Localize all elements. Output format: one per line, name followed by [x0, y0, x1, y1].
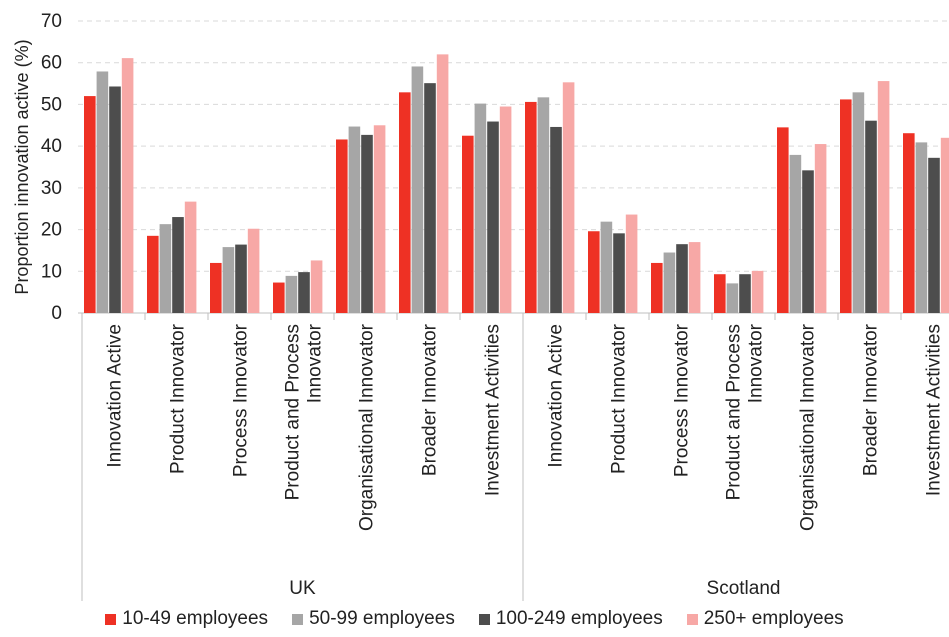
- bar: [499, 106, 512, 313]
- bar: [399, 92, 411, 314]
- group-label: UK: [289, 578, 316, 599]
- y-tick-label: 60: [41, 53, 62, 74]
- bar: [537, 97, 550, 313]
- bar: [663, 252, 676, 313]
- x-tick-label: Innovator: [746, 323, 767, 403]
- y-tick-label: 20: [41, 220, 62, 241]
- bar: [840, 99, 852, 314]
- y-tick-label: 50: [41, 94, 62, 115]
- bar: [411, 66, 424, 314]
- x-tick-label: Process Innovator: [672, 323, 693, 477]
- bar: [310, 260, 323, 313]
- bar: [109, 86, 121, 314]
- x-tick-label: Broader Innovator: [420, 323, 441, 476]
- legend-label: 50-99 employees: [309, 608, 455, 629]
- y-tick-label: 30: [41, 178, 62, 199]
- x-tick-label: Organisational Innovator: [357, 323, 378, 531]
- x-tick-label: Product Innovator: [609, 323, 630, 474]
- legend-swatch: [105, 613, 117, 625]
- bar: [915, 142, 928, 313]
- x-tick-label: Broader Innovator: [861, 323, 882, 476]
- bar: [777, 127, 789, 313]
- legend-item-10-49: 10-49 employees: [105, 608, 268, 630]
- bar: [928, 157, 940, 313]
- bar: [462, 135, 474, 313]
- x-tick-label: Investment Activities: [924, 324, 945, 496]
- y-axis-title: Proportion innovation active (%): [12, 39, 32, 294]
- bar: [852, 92, 865, 314]
- bar: [273, 282, 285, 313]
- legend-swatch: [478, 613, 490, 625]
- bar: [714, 274, 726, 313]
- legend-item-50-99: 50-99 employees: [292, 608, 455, 630]
- bar: [84, 96, 96, 313]
- legend-item-100-249: 100-249 employees: [478, 608, 663, 630]
- x-tick-label: Product and Process: [724, 324, 745, 500]
- bar: [600, 221, 613, 313]
- bar: [147, 235, 159, 313]
- bar: [688, 242, 701, 313]
- x-tick-label: Process Innovator: [231, 323, 252, 477]
- bar: [298, 272, 310, 313]
- bar: [802, 170, 814, 313]
- bar: [210, 262, 222, 313]
- bar: [159, 224, 172, 313]
- bar: [562, 82, 575, 313]
- x-tick-label: Investment Activities: [483, 324, 504, 496]
- bar: [474, 103, 487, 313]
- bar: [436, 54, 449, 313]
- legend-label: 10-49 employees: [122, 608, 269, 629]
- bar: [96, 71, 109, 313]
- bar: [424, 83, 436, 313]
- bar: [789, 154, 802, 313]
- bar: [361, 134, 373, 313]
- bar: [751, 270, 764, 313]
- y-tick-label: 10: [41, 261, 62, 282]
- bar: [121, 58, 134, 313]
- x-tick-label: Innovator: [305, 323, 326, 403]
- bar: [651, 262, 663, 313]
- bar: [588, 231, 600, 313]
- bar: [625, 214, 638, 313]
- bar: [373, 125, 386, 314]
- bar: [550, 126, 562, 313]
- bar: [285, 275, 298, 313]
- bar: [247, 228, 260, 313]
- bar: [865, 120, 877, 313]
- bar: [235, 244, 247, 313]
- bar: [739, 274, 751, 313]
- bar: [726, 283, 739, 313]
- group-label: Scotland: [707, 578, 781, 599]
- legend-label: 250+ employees: [703, 608, 844, 629]
- x-tick-label: Innovation Active: [546, 324, 567, 468]
- y-tick-label: 40: [41, 136, 62, 157]
- legend-label: 100-249 employees: [495, 608, 663, 629]
- bar: [877, 81, 890, 313]
- bar: [348, 126, 361, 313]
- x-tick-label: Product and Process: [283, 324, 304, 500]
- bar: [903, 133, 915, 313]
- bar: [184, 201, 197, 313]
- legend-item-250-plus: 250+ employees: [686, 608, 844, 630]
- bar: [336, 139, 348, 313]
- bar: [172, 217, 184, 313]
- bar: [814, 144, 827, 313]
- x-tick-label: Product Innovator: [168, 323, 189, 474]
- legend-swatch: [292, 613, 304, 625]
- y-tick-label: 70: [41, 11, 62, 32]
- bar: [940, 137, 949, 313]
- x-tick-label: Innovation Active: [105, 324, 126, 468]
- bar: [613, 233, 625, 313]
- x-tick-label: Organisational Innovator: [798, 323, 819, 531]
- legend-swatch: [686, 613, 698, 625]
- bar: [676, 244, 688, 313]
- y-tick-label: 0: [51, 303, 62, 324]
- chart-legend: 10-49 employees 50-99 employees 100-249 …: [0, 606, 949, 632]
- bar: [525, 101, 537, 313]
- bar: [222, 247, 235, 313]
- bar: [487, 121, 499, 313]
